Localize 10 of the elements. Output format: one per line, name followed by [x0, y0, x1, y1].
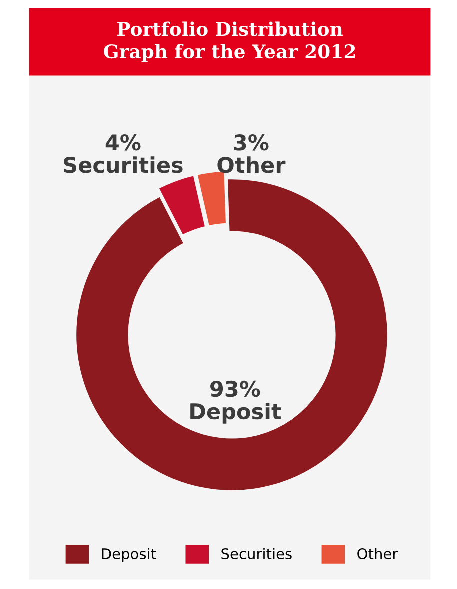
legend-label: Other — [358, 548, 398, 560]
legend-label: Deposit — [102, 548, 156, 562]
data-label: 4% — [106, 134, 141, 151]
data-label: 3% — [234, 134, 269, 151]
chart-title: Portfolio Distribution Graph for the Year 2012 — [104, 22, 356, 62]
slice-label: Other — [218, 156, 286, 174]
slice-label: Deposit — [190, 403, 282, 424]
slice-label: Securities — [64, 156, 183, 174]
legend-label: Securities — [222, 548, 292, 560]
data-label: 93% — [210, 380, 260, 398]
